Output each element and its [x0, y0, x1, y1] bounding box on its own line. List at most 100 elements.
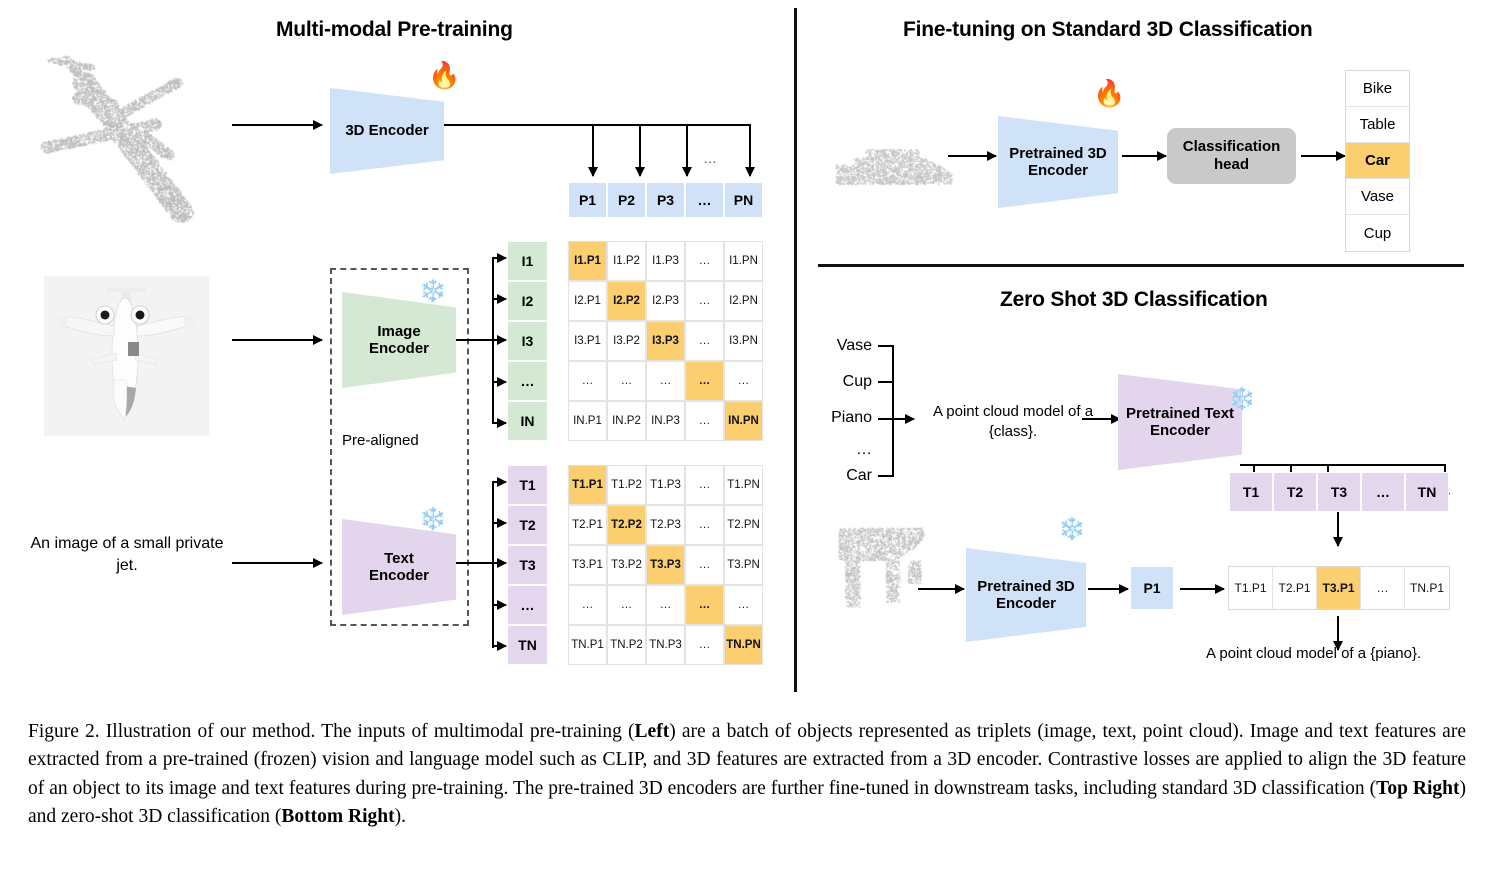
- token-cell: …: [507, 361, 548, 401]
- arrow-t1: [492, 477, 507, 487]
- class-list-item[interactable]: Vase: [1346, 179, 1409, 215]
- matrix-cell: T1.PN: [724, 465, 763, 505]
- caption-text: ).: [394, 805, 406, 827]
- zeroshot-t-token-strip: T1 T2 T3… TN: [1229, 472, 1449, 512]
- token-cell: TN: [507, 625, 548, 665]
- pretrained-3d-encoder-finetune-shape: [998, 116, 1118, 208]
- p1-token: P1: [1130, 566, 1174, 610]
- class-list-item[interactable]: Bike: [1346, 71, 1409, 107]
- token-cell: IN: [507, 401, 548, 441]
- zeroshot-p-token: P1: [1130, 566, 1174, 610]
- bus-line-text-zs: [1240, 464, 1446, 466]
- matrix-cell: …: [685, 465, 724, 505]
- bracket-tick-bottom: [878, 475, 894, 477]
- matrix-cell: TN.P3: [646, 625, 685, 665]
- arrow-piano-to-encoder: [918, 584, 965, 594]
- arrow-bus-p3: [682, 124, 692, 177]
- matrix-cell: T3.P2: [607, 545, 646, 585]
- matrix-cell: T3.PN: [724, 545, 763, 585]
- matrix-cell: …: [568, 361, 607, 401]
- fanout-spine-text: [492, 481, 494, 648]
- arrow-prompt-to-text-encoder: [1082, 414, 1121, 424]
- token-cell: T3: [1317, 472, 1361, 512]
- matrix-cell: …: [646, 361, 685, 401]
- matrix-cell: …: [685, 625, 724, 665]
- arrow-encoder-to-head: [1122, 151, 1167, 161]
- token-cell: …: [685, 182, 724, 218]
- arrow-car-to-encoder: [948, 151, 997, 161]
- token-cell: T1: [507, 465, 548, 505]
- similarity-cell: T1.P1: [1229, 567, 1273, 609]
- bracket-tick-2: [878, 381, 894, 383]
- image-encoder: Image Encoder: [342, 292, 456, 388]
- zeroshot-class-name: …: [856, 441, 872, 458]
- matrix-cell: T1.P3: [646, 465, 685, 505]
- token-cell: I1: [507, 241, 548, 281]
- arrow-t3: [492, 558, 507, 568]
- token-cell: T2: [1273, 472, 1317, 512]
- arrow-i3: [492, 335, 507, 345]
- class-list-item[interactable]: Car: [1346, 143, 1409, 179]
- vertical-divider: [794, 8, 797, 692]
- point-cloud-piano: [828, 524, 933, 614]
- snowflake-icon-text: ❄️: [419, 506, 447, 531]
- arrow-head-to-classes: [1301, 151, 1346, 161]
- matrix-cell: I1.P1: [568, 241, 607, 281]
- matrix-cell: IN.P3: [646, 401, 685, 441]
- matrix-cell: I1.PN: [724, 241, 763, 281]
- panel-title-left: Multi-modal Pre-training: [276, 18, 513, 41]
- matrix-cell: I2.P3: [646, 281, 685, 321]
- matrix-cell: IN.P2: [607, 401, 646, 441]
- i-token-column: I1 I2 I3… IN: [507, 241, 548, 441]
- caption-bold: Bottom Right: [281, 805, 395, 827]
- caption-text: ) are a batch of objects represented as …: [28, 721, 1466, 799]
- arrow-t-to-sim: [1333, 512, 1343, 547]
- pretrained-text-encoder-label: Pretrained Text Encoder: [1125, 404, 1235, 439]
- point-cloud-car: [828, 128, 958, 198]
- arrow-bus-p1: [588, 124, 598, 177]
- matrix-cell: I1.P2: [607, 241, 646, 281]
- pretrained-3d-encoder-finetune: Pretrained 3D Encoder: [998, 116, 1118, 208]
- zeroshot-class-name: Car: [846, 467, 872, 484]
- matrix-cell: T2.PN: [724, 505, 763, 545]
- prompt-template-text: A point cloud model of a {class}.: [932, 403, 1094, 440]
- token-cell: TN: [1405, 472, 1449, 512]
- prealigned-box: [330, 268, 469, 626]
- matrix-cell: …: [685, 545, 724, 585]
- matrix-cell: …: [724, 361, 763, 401]
- arrow-sim-to-result: [1333, 616, 1343, 651]
- matrix-cell: …: [685, 241, 724, 281]
- text-encoder-shape: [342, 519, 456, 615]
- class-list-item[interactable]: Cup: [1346, 215, 1409, 251]
- rendered-jet-image: [44, 276, 209, 436]
- matrix-cell: …: [646, 585, 685, 625]
- arrow-i2: [492, 294, 507, 304]
- token-cell: …: [1361, 472, 1405, 512]
- similarity-cell: TN.P1: [1405, 567, 1449, 609]
- pretrained-3d-encoder-zeroshot-shape: [966, 548, 1086, 642]
- p-token-strip: P1 P2 P3… PN: [568, 182, 763, 218]
- matrix-cell: TN.P1: [568, 625, 607, 665]
- token-cell: T2: [507, 505, 548, 545]
- arrow-image-to-encoder: [232, 335, 323, 345]
- jet-render-svg: [44, 276, 209, 436]
- pretrained-3d-encoder-finetune-label: Pretrained 3D Encoder: [1009, 144, 1107, 179]
- arrow-i1: [492, 253, 507, 263]
- pretrained-3d-encoder-zeroshot-label: Pretrained 3D Encoder: [977, 577, 1075, 612]
- classification-head: Classification head: [1167, 128, 1296, 184]
- point-cloud-airplane: [18, 48, 238, 238]
- text-encoder: Text Encoder: [342, 519, 456, 615]
- token-cell: P3: [646, 182, 685, 218]
- arrow-text-to-encoder: [232, 558, 323, 568]
- caption-text: ) and zero-shot 3D classification (: [28, 777, 1466, 827]
- similarity-cell: …: [1361, 567, 1405, 609]
- class-list-item[interactable]: Table: [1346, 107, 1409, 143]
- pretrained-3d-encoder-zeroshot: Pretrained 3D Encoder: [966, 548, 1086, 642]
- snowflake-icon-3d-zeroshot: ❄️: [1058, 516, 1086, 541]
- input-text-caption: An image of a small private jet.: [30, 535, 224, 574]
- zeroshot-class-name: Vase: [836, 337, 872, 354]
- matrix-cell: I2.P2: [607, 281, 646, 321]
- caption-bold: Top Right: [1376, 777, 1460, 799]
- snowflake-icon-image: ❄️: [419, 278, 447, 303]
- fanout-stem-image: [456, 339, 494, 341]
